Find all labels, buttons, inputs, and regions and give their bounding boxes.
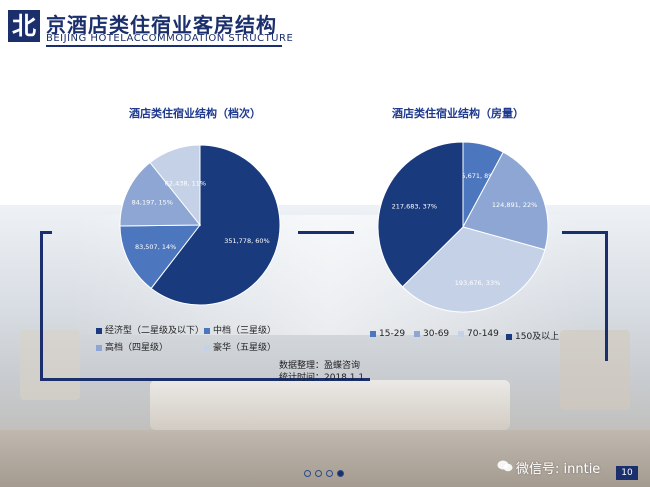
legend-item-upscale: 高档（四星级）: [96, 340, 168, 353]
legend-swatch: [204, 327, 210, 334]
background-floor: [0, 430, 650, 487]
pie-slice: [119, 161, 202, 227]
legend-label: 15-29: [379, 329, 406, 339]
legend-item-70-149: 70-149: [458, 329, 499, 339]
legend-swatch: [204, 344, 210, 351]
page-subtitle: BEIJING HOTELACCOMMODATION STRUCTURE: [46, 33, 294, 44]
time-note: 统计时间：2018.1.1: [279, 373, 365, 383]
pagination-dot-active[interactable]: [337, 470, 344, 477]
legend-swatch: [96, 327, 102, 334]
pie-slice: [377, 141, 464, 288]
pie-chart-rooms: 45,671, 8% 124,891, 22% 193,676, 33% 217,68…: [377, 141, 549, 313]
background-furniture-left: [20, 330, 80, 400]
legend-swatch: [96, 344, 102, 351]
legend-label: 70-149: [467, 329, 499, 339]
wechat-icon: [497, 460, 513, 472]
page-number: 10: [616, 466, 638, 480]
pie-slice-label: 83,507, 14%: [135, 243, 176, 251]
pie-slice-label: 217,683, 37%: [392, 203, 437, 211]
legend-swatch: [370, 330, 376, 337]
pie-slice-label: 193,676, 33%: [455, 279, 500, 287]
legend-label: 150及以上: [515, 332, 560, 342]
legend-item-economy: 经济型（二星级及以下）: [96, 323, 204, 336]
pie-slice: [119, 224, 202, 290]
pie-slice: [150, 144, 281, 306]
pie-slice-label: 124,891, 22%: [492, 201, 537, 209]
frame-right-side: [605, 231, 608, 361]
legend-label: 30-69: [423, 329, 450, 339]
chart-title-grade: 酒店类住宿业结构（档次）: [129, 107, 261, 120]
title-underline: [46, 45, 282, 47]
chart-title-rooms: 酒店类住宿业结构（房量）: [392, 107, 524, 120]
legend-item-midscale: 中档（三星级）: [204, 323, 276, 336]
legend-label: 高档（四星级）: [105, 343, 169, 353]
pie-slice: [462, 151, 549, 251]
frame-right-top: [562, 231, 608, 234]
pie-slice-label: 62,438, 11%: [165, 179, 206, 187]
pie-slice-label: 351,778, 60%: [224, 237, 269, 245]
legend-label: 豪华（五星级）: [213, 343, 277, 353]
legend-item-15-29: 15-29: [370, 329, 405, 339]
pie-slice-label: 45,671, 8%: [457, 172, 494, 180]
logo-badge: 北: [8, 10, 40, 42]
pie-slice: [401, 226, 546, 313]
legend-label: 中档（三星级）: [213, 326, 277, 336]
pagination-dot[interactable]: [304, 470, 311, 477]
frame-middle-top: [298, 231, 354, 234]
legend-swatch: [458, 330, 464, 337]
watermark-text: 微信号: inntie: [516, 462, 601, 477]
source-note: 数据整理：盈蝶咨询: [279, 361, 361, 371]
frame-left-side: [40, 231, 43, 381]
legend-item-luxury: 豪华（五星级）: [204, 340, 276, 353]
legend-swatch: [414, 330, 420, 337]
legend-item-30-69: 30-69: [414, 329, 449, 339]
frame-bottom: [40, 378, 370, 381]
legend-label: 经济型（二星级及以下）: [105, 326, 205, 336]
pagination-dot[interactable]: [315, 470, 322, 477]
page-title: 京酒店类住宿业客房结构: [46, 13, 277, 37]
pie-chart-grade: 351,778, 60% 83,507, 14% 84,197, 15% 62,438…: [119, 144, 281, 306]
frame-left-top: [40, 231, 52, 234]
pie-slice: [149, 144, 201, 227]
background-furniture-right: [560, 330, 630, 410]
legend-swatch: [506, 333, 512, 340]
pagination-dot[interactable]: [326, 470, 333, 477]
legend-item-150-plus: 150及以上: [506, 329, 559, 342]
background-bed: [150, 380, 510, 430]
pie-slice-label: 84,197, 15%: [132, 198, 173, 206]
